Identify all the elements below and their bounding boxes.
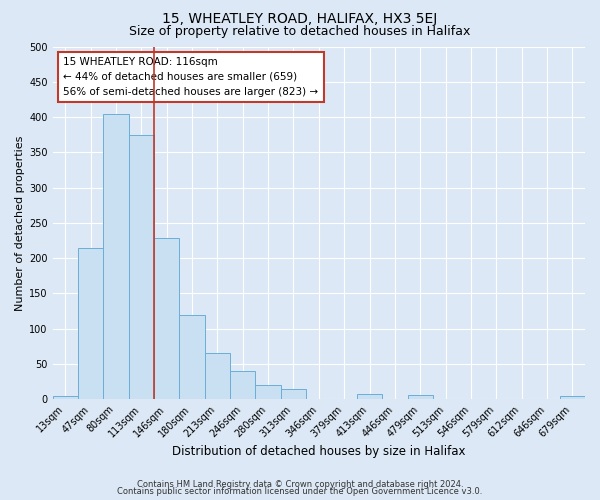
Bar bbox=[205, 354, 230, 399]
Text: 15 WHEATLEY ROAD: 116sqm
← 44% of detached houses are smaller (659)
56% of semi-: 15 WHEATLEY ROAD: 116sqm ← 44% of detach… bbox=[63, 57, 319, 96]
Text: Contains public sector information licensed under the Open Government Licence v3: Contains public sector information licen… bbox=[118, 488, 482, 496]
Bar bbox=[560, 396, 585, 399]
Bar bbox=[179, 314, 205, 399]
Bar bbox=[103, 114, 129, 399]
Text: Size of property relative to detached houses in Halifax: Size of property relative to detached ho… bbox=[130, 25, 470, 38]
Text: Contains HM Land Registry data © Crown copyright and database right 2024.: Contains HM Land Registry data © Crown c… bbox=[137, 480, 463, 489]
Bar bbox=[78, 248, 103, 399]
Bar bbox=[407, 395, 433, 399]
Y-axis label: Number of detached properties: Number of detached properties bbox=[15, 135, 25, 310]
Bar bbox=[357, 394, 382, 399]
Bar bbox=[281, 390, 306, 399]
Bar bbox=[129, 134, 154, 399]
Text: 15, WHEATLEY ROAD, HALIFAX, HX3 5EJ: 15, WHEATLEY ROAD, HALIFAX, HX3 5EJ bbox=[163, 12, 437, 26]
Bar bbox=[53, 396, 78, 399]
Bar bbox=[154, 238, 179, 399]
Bar bbox=[256, 385, 281, 399]
X-axis label: Distribution of detached houses by size in Halifax: Distribution of detached houses by size … bbox=[172, 444, 466, 458]
Bar bbox=[230, 371, 256, 399]
